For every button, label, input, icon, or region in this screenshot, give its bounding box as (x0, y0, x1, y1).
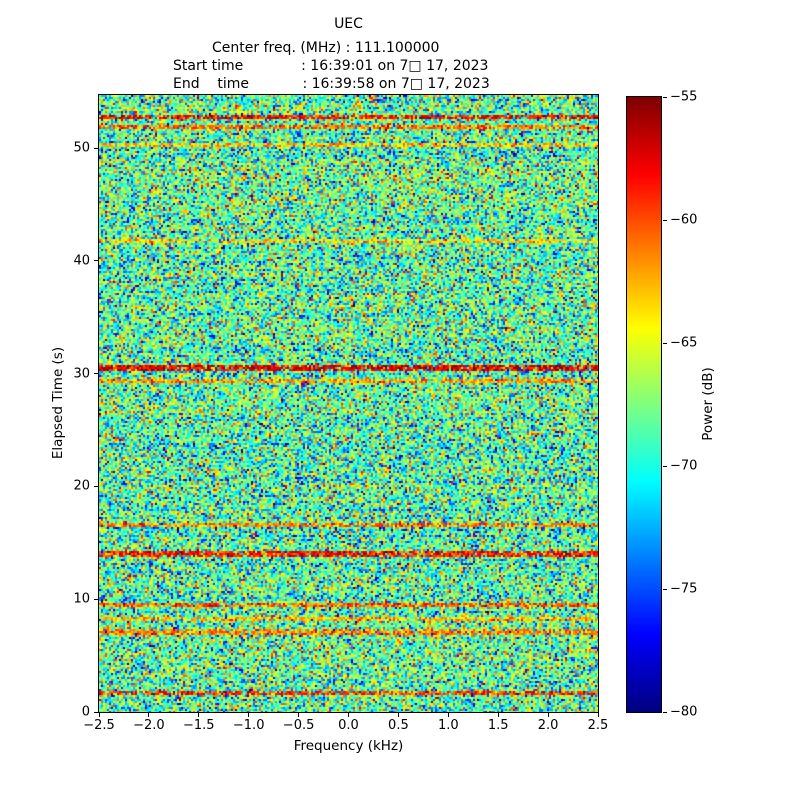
page-title: UEC (334, 16, 363, 32)
colorbar (626, 96, 662, 713)
x-tick-mark (547, 713, 549, 717)
x-tick-mark (348, 713, 349, 717)
x-tick-label: 2.5 (587, 718, 609, 733)
center-freq-line: Center freq. (MHz) : 111.100000 (212, 40, 440, 56)
colorbar-tick-mark (663, 711, 667, 713)
x-tick-mark (148, 713, 150, 717)
y-tick-mark (94, 598, 98, 600)
start-time-line: Start time : 16:39:01 on 7□ 17, 2023 (173, 58, 489, 74)
colorbar-tick-label: −55 (670, 89, 698, 105)
x-tick-label: 1.0 (437, 718, 459, 733)
x-tick-label: 2.0 (537, 718, 559, 733)
colorbar-tick-mark (663, 219, 667, 221)
x-tick-mark (198, 713, 200, 717)
y-tick-mark (94, 260, 98, 262)
colorbar-tick-label: −70 (670, 458, 698, 474)
spectrogram-image (99, 95, 598, 712)
x-tick-mark (298, 713, 300, 717)
x-tick-mark (597, 713, 599, 717)
y-tick-mark (94, 373, 98, 375)
colorbar-tick-mark (663, 342, 667, 344)
x-tick-mark (248, 713, 250, 717)
end-time-line: End time : 16:39:58 on 7□ 17, 2023 (173, 76, 490, 92)
x-tick-mark (397, 713, 399, 717)
x-tick-label: −2.0 (133, 718, 165, 733)
x-tick-label: 0.0 (338, 718, 359, 733)
y-tick-mark (94, 485, 98, 487)
y-tick-label: 50 (73, 140, 90, 156)
y-tick-label: 30 (73, 366, 90, 382)
y-tick-mark (94, 711, 98, 713)
colorbar-tick-label: −65 (670, 335, 698, 351)
x-tick-label: 1.5 (487, 718, 509, 733)
x-tick-mark (98, 713, 100, 717)
y-tick-label: 10 (73, 591, 90, 607)
x-tick-label: −2.5 (83, 718, 115, 733)
y-tick-label: 0 (81, 704, 90, 720)
x-tick-label: −1.5 (183, 718, 215, 733)
y-tick-label: 40 (73, 253, 90, 269)
colorbar-label: Power (dB) (700, 367, 716, 441)
plot-area (98, 94, 599, 713)
x-tick-mark (447, 713, 449, 717)
colorbar-gradient (627, 97, 661, 712)
x-tick-mark (497, 713, 499, 717)
colorbar-tick-label: −75 (670, 581, 698, 597)
x-tick-label: −1.0 (232, 718, 265, 733)
colorbar-tick-mark (663, 588, 667, 590)
y-tick-label: 20 (73, 478, 90, 494)
x-axis-label: Frequency (kHz) (293, 738, 404, 754)
colorbar-tick-label: −80 (670, 704, 698, 720)
colorbar-tick-mark (663, 96, 667, 98)
colorbar-tick-label: −60 (670, 212, 698, 228)
colorbar-tick-mark (663, 465, 667, 467)
y-tick-mark (94, 147, 98, 149)
x-tick-label: −0.5 (282, 718, 315, 733)
y-axis-label: Elapsed Time (s) (50, 346, 66, 460)
x-tick-label: 0.5 (388, 718, 409, 733)
